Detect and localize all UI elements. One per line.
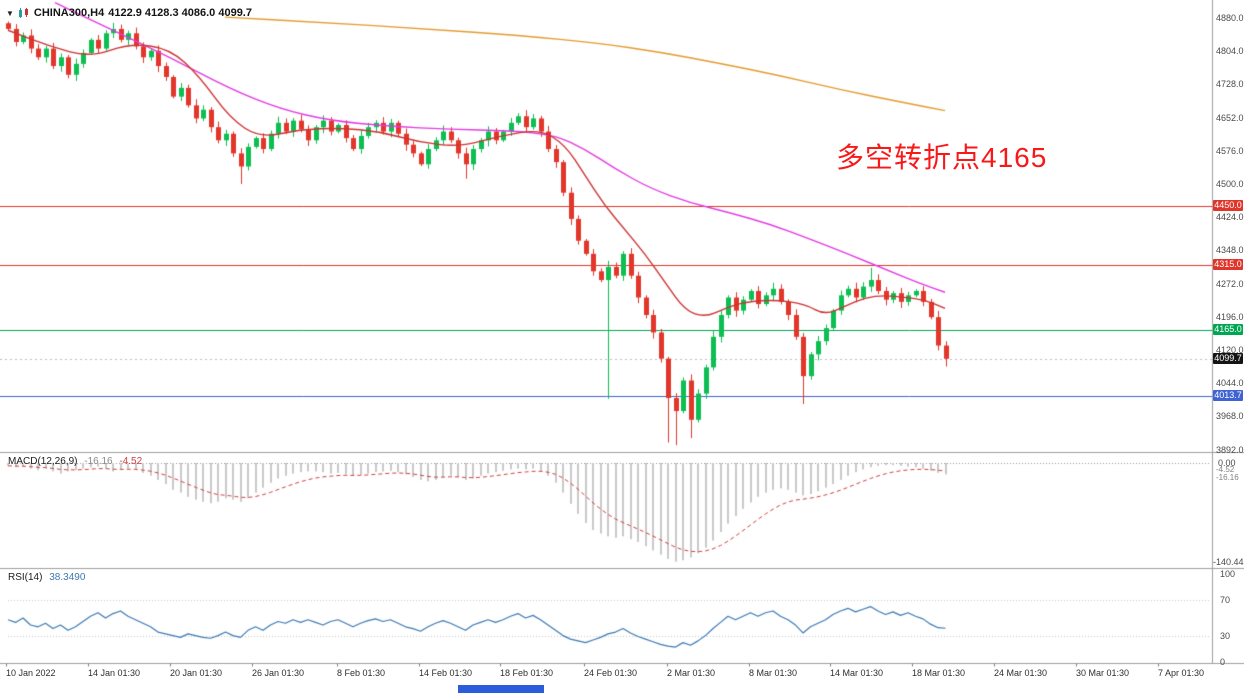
rsi-current-value: 38.3490 bbox=[49, 572, 86, 583]
chart-title: ▼ CHINA300,H4 4122.9 4128.3 4086.0 4099.… bbox=[6, 7, 252, 19]
macd-main-value: -16.16 bbox=[84, 456, 113, 467]
macd-label: MACD(12,26,9) -16.16 -4.52 bbox=[8, 456, 142, 467]
rsi-name: RSI(14) bbox=[8, 572, 43, 583]
macd-signal-value: -4.52 bbox=[119, 456, 143, 467]
rsi-label: RSI(14) 38.3490 bbox=[8, 572, 85, 583]
annotation-text: 多空转折点4165 bbox=[836, 142, 1048, 173]
symbol-timeframe-label: CHINA300,H4 bbox=[33, 7, 105, 19]
symbol-icon bbox=[18, 8, 28, 18]
ohlc-values: 4122.9 4128.3 4086.0 4099.7 bbox=[108, 7, 252, 19]
taskbar-fragment bbox=[458, 685, 544, 693]
chevron-down-icon[interactable]: ▼ bbox=[6, 8, 14, 18]
macd-name: MACD(12,26,9) bbox=[8, 456, 78, 467]
